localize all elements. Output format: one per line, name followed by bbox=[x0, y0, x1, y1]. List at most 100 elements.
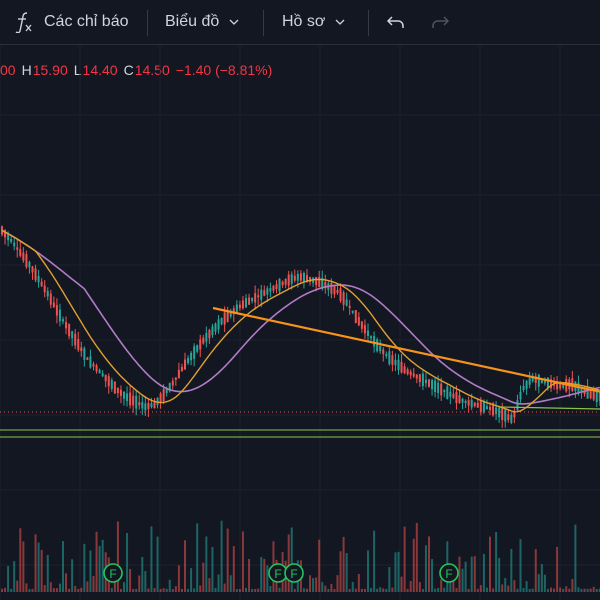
volume-bar bbox=[16, 580, 19, 592]
candle-body bbox=[37, 275, 40, 283]
candle-body bbox=[367, 330, 369, 336]
volume-bar bbox=[516, 588, 519, 592]
candle-body bbox=[16, 247, 19, 250]
candle-body bbox=[376, 339, 379, 352]
volume-bar bbox=[537, 574, 540, 592]
candle-body bbox=[278, 278, 281, 292]
indicators-label: Các chỉ báo bbox=[44, 13, 129, 30]
volume-bar bbox=[367, 550, 369, 592]
candle-body bbox=[418, 374, 421, 383]
volume-bar bbox=[583, 588, 586, 592]
event-marker: F bbox=[268, 563, 288, 583]
volume-bar bbox=[86, 581, 89, 592]
volume-bar bbox=[461, 568, 464, 592]
volume-bar bbox=[34, 534, 37, 592]
volume-bar bbox=[241, 531, 244, 592]
volume-bar bbox=[440, 579, 443, 592]
candle-body bbox=[25, 254, 28, 268]
event-marker-label: F bbox=[445, 567, 452, 581]
volume-bar bbox=[43, 585, 46, 592]
candle-body bbox=[144, 403, 147, 411]
volume-bar bbox=[543, 574, 546, 592]
legend-change: −1.40 (−8.81%) bbox=[175, 62, 273, 78]
volume-bar bbox=[342, 536, 345, 592]
candle-body bbox=[34, 268, 37, 281]
volume-bar bbox=[522, 588, 525, 592]
candle-body bbox=[217, 319, 220, 330]
candle-body bbox=[318, 277, 321, 287]
volume-bar bbox=[379, 587, 382, 592]
volume-bar bbox=[177, 565, 180, 592]
volume-bar bbox=[385, 589, 388, 592]
volume-bar bbox=[110, 588, 113, 592]
volume-bar bbox=[123, 582, 125, 592]
candle-body bbox=[559, 383, 562, 389]
volume-bar bbox=[455, 588, 458, 592]
candle-body bbox=[446, 386, 449, 400]
redo-button[interactable] bbox=[430, 0, 450, 44]
event-marker-circle bbox=[439, 563, 459, 583]
toolbar-divider bbox=[263, 10, 264, 36]
candle-body bbox=[461, 398, 464, 403]
volume-bar bbox=[373, 530, 376, 592]
volume-bar bbox=[199, 585, 202, 592]
indicators-button[interactable]: Các chỉ báo bbox=[14, 0, 129, 44]
volume-bar bbox=[147, 588, 150, 592]
candle-body bbox=[534, 376, 537, 383]
volume-bar bbox=[266, 565, 269, 592]
candle-body bbox=[232, 308, 235, 315]
volume-bar bbox=[196, 523, 199, 592]
volume-bar bbox=[31, 588, 34, 592]
candle-body bbox=[428, 379, 430, 387]
volume-bar bbox=[13, 561, 16, 592]
volume-bar bbox=[595, 588, 598, 592]
candle-body bbox=[504, 409, 507, 422]
candle-body bbox=[400, 361, 403, 373]
chart-grid bbox=[0, 45, 600, 600]
candle-body bbox=[598, 392, 600, 401]
chart-menu-button[interactable]: Biểu đồ bbox=[165, 0, 239, 44]
candle-body bbox=[351, 310, 354, 313]
candle-body bbox=[550, 379, 552, 389]
candle-body bbox=[464, 401, 467, 404]
volume-bar bbox=[135, 589, 138, 592]
volume-bar bbox=[363, 588, 366, 592]
volume-bar bbox=[562, 588, 565, 592]
short-level-line bbox=[499, 406, 600, 410]
volume-bar bbox=[77, 588, 80, 592]
candle-body bbox=[28, 261, 31, 268]
volume-bar bbox=[556, 546, 559, 592]
candle-body bbox=[49, 293, 52, 305]
volume-bar bbox=[476, 588, 479, 592]
candle-body bbox=[229, 310, 232, 317]
volume-bar bbox=[409, 581, 412, 592]
volume-bar bbox=[415, 522, 418, 592]
volume-bar bbox=[28, 588, 31, 592]
volume-bar bbox=[351, 581, 354, 592]
candle-body bbox=[22, 252, 25, 261]
candle-body bbox=[43, 285, 46, 293]
volume-bar bbox=[92, 575, 95, 592]
candle-body bbox=[187, 358, 190, 364]
volume-bar bbox=[205, 536, 208, 592]
volume-bar bbox=[187, 588, 190, 592]
profile-menu-button[interactable]: Hồ sơ bbox=[282, 0, 345, 44]
volume-bar bbox=[293, 588, 296, 592]
candle-body bbox=[40, 281, 43, 287]
volume-bar bbox=[25, 583, 28, 592]
volume-bar bbox=[214, 587, 217, 592]
volume-bar bbox=[220, 520, 223, 592]
candle-body bbox=[388, 351, 391, 365]
volume-bar bbox=[327, 588, 330, 592]
candle-body bbox=[415, 374, 418, 379]
undo-button[interactable] bbox=[386, 0, 406, 44]
volume-bar bbox=[174, 586, 177, 592]
candle-body bbox=[437, 382, 440, 393]
volume-bar bbox=[1, 588, 3, 592]
volume-bar bbox=[217, 574, 220, 592]
volume-bar bbox=[150, 526, 153, 592]
volume-bar bbox=[589, 588, 592, 592]
candle-body bbox=[129, 392, 132, 406]
